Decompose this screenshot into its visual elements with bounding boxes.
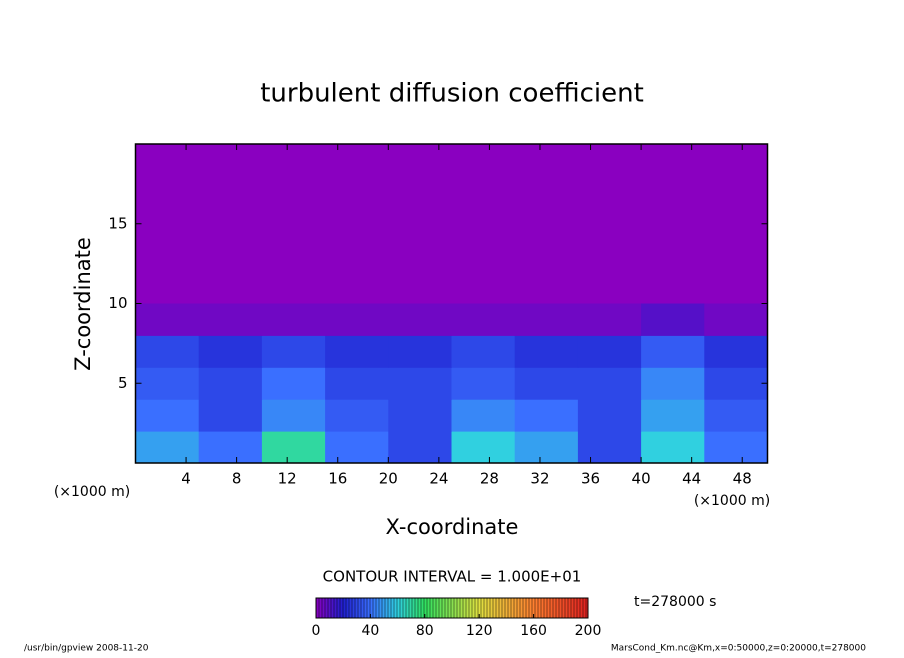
heat-cell (514, 303, 579, 336)
heat-cell (577, 303, 642, 336)
heat-cell (135, 367, 200, 400)
heat-cell (388, 431, 452, 464)
heat-cell (135, 399, 200, 432)
x-tick-label: 28 (480, 470, 499, 488)
heat-cell (704, 367, 768, 400)
heat-cell (514, 399, 579, 432)
heat-cell (641, 399, 705, 432)
heat-cell (641, 431, 705, 464)
heat-cell (451, 399, 516, 432)
x-unit: (×1000 m) (694, 493, 770, 509)
x-tick-label: 32 (530, 470, 549, 488)
footer-left: /usr/bin/gpview 2008-11-20 (24, 644, 149, 654)
x-tick-label: 12 (278, 470, 297, 488)
heat-cell (261, 431, 326, 464)
heat-cell (577, 431, 642, 464)
heat-cell (325, 431, 389, 464)
heat-cell (704, 303, 768, 336)
heat-cell (261, 399, 326, 432)
heat-cell (451, 335, 516, 368)
heat-cell (198, 335, 263, 368)
x-tick-label: 4 (181, 470, 191, 488)
colorbar-tick-label: 40 (361, 623, 379, 639)
y-axis-label: Z-coordinate (71, 237, 95, 371)
heat-cell (704, 335, 768, 368)
x-tick-label: 44 (682, 470, 701, 488)
contour-note: CONTOUR INTERVAL = 1.000E+01 (323, 568, 582, 586)
heat-cell (135, 431, 200, 464)
heat-cell (641, 367, 705, 400)
heat-cell (135, 335, 200, 368)
heat-cell (514, 431, 579, 464)
heat-cell (388, 399, 452, 432)
heat-cell (388, 335, 452, 368)
colorbar-tick-label: 120 (466, 623, 493, 639)
heat-cell (451, 431, 516, 464)
heat-cell (514, 335, 579, 368)
heat-cell (451, 303, 516, 336)
heat-cell (325, 303, 389, 336)
heat-cell (325, 367, 389, 400)
colorbar-tick-label: 0 (312, 623, 321, 639)
heat-cell (704, 431, 768, 464)
x-tick-label: 48 (733, 470, 752, 488)
heat-cell (198, 367, 263, 400)
colorbar-tick-label: 80 (416, 623, 434, 639)
heat-cell (388, 303, 452, 336)
chart-title: turbulent diffusion coefficient (260, 79, 644, 109)
heat-cell (704, 399, 768, 432)
time-label: t=278000 s (634, 594, 716, 610)
x-tick-label: 16 (328, 470, 347, 488)
colorbar (315, 597, 589, 619)
heat-cell (514, 367, 579, 400)
colorbar-tick-label: 160 (520, 623, 547, 639)
heat-cell (577, 367, 642, 400)
x-tick-label: 20 (379, 470, 398, 488)
heat-cell (198, 399, 263, 432)
heat-cell (451, 367, 516, 400)
heat-cell (261, 367, 326, 400)
heat-cell (641, 335, 705, 368)
x-tick-label: 8 (232, 470, 242, 488)
colorbar-tick-label: 200 (575, 623, 602, 639)
heat-cell (325, 399, 389, 432)
x-tick-label: 40 (632, 470, 651, 488)
heat-cell (641, 303, 705, 336)
heat-cell (577, 399, 642, 432)
heat-cell (261, 335, 326, 368)
heat-cell (198, 431, 263, 464)
heat-cell (198, 303, 263, 336)
y-unit: (×1000 m) (54, 484, 130, 500)
y-tick-label: 5 (118, 374, 128, 392)
x-axis-label: X-coordinate (386, 515, 519, 539)
heat-cell (388, 367, 452, 400)
heat-cell (325, 335, 389, 368)
footer-right: MarsCond_Km.nc@Km,x=0:50000,z=0:20000,t=… (611, 644, 866, 654)
x-tick-label: 24 (429, 470, 448, 488)
heat-cell (577, 335, 642, 368)
heat-cell (135, 303, 200, 336)
x-tick-label: 36 (581, 470, 600, 488)
heat-cell (261, 303, 326, 336)
y-tick-label: 10 (108, 294, 127, 312)
y-tick-label: 15 (108, 214, 127, 232)
